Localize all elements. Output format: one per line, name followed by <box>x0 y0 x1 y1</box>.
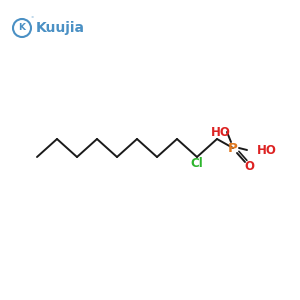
Text: Cl: Cl <box>190 157 203 170</box>
Text: K: K <box>19 23 26 32</box>
Text: °: ° <box>30 16 34 22</box>
Text: O: O <box>244 160 254 172</box>
Text: Kuujia: Kuujia <box>36 21 85 35</box>
Text: HO: HO <box>211 126 231 139</box>
Text: P: P <box>228 142 238 154</box>
Text: HO: HO <box>257 143 277 157</box>
